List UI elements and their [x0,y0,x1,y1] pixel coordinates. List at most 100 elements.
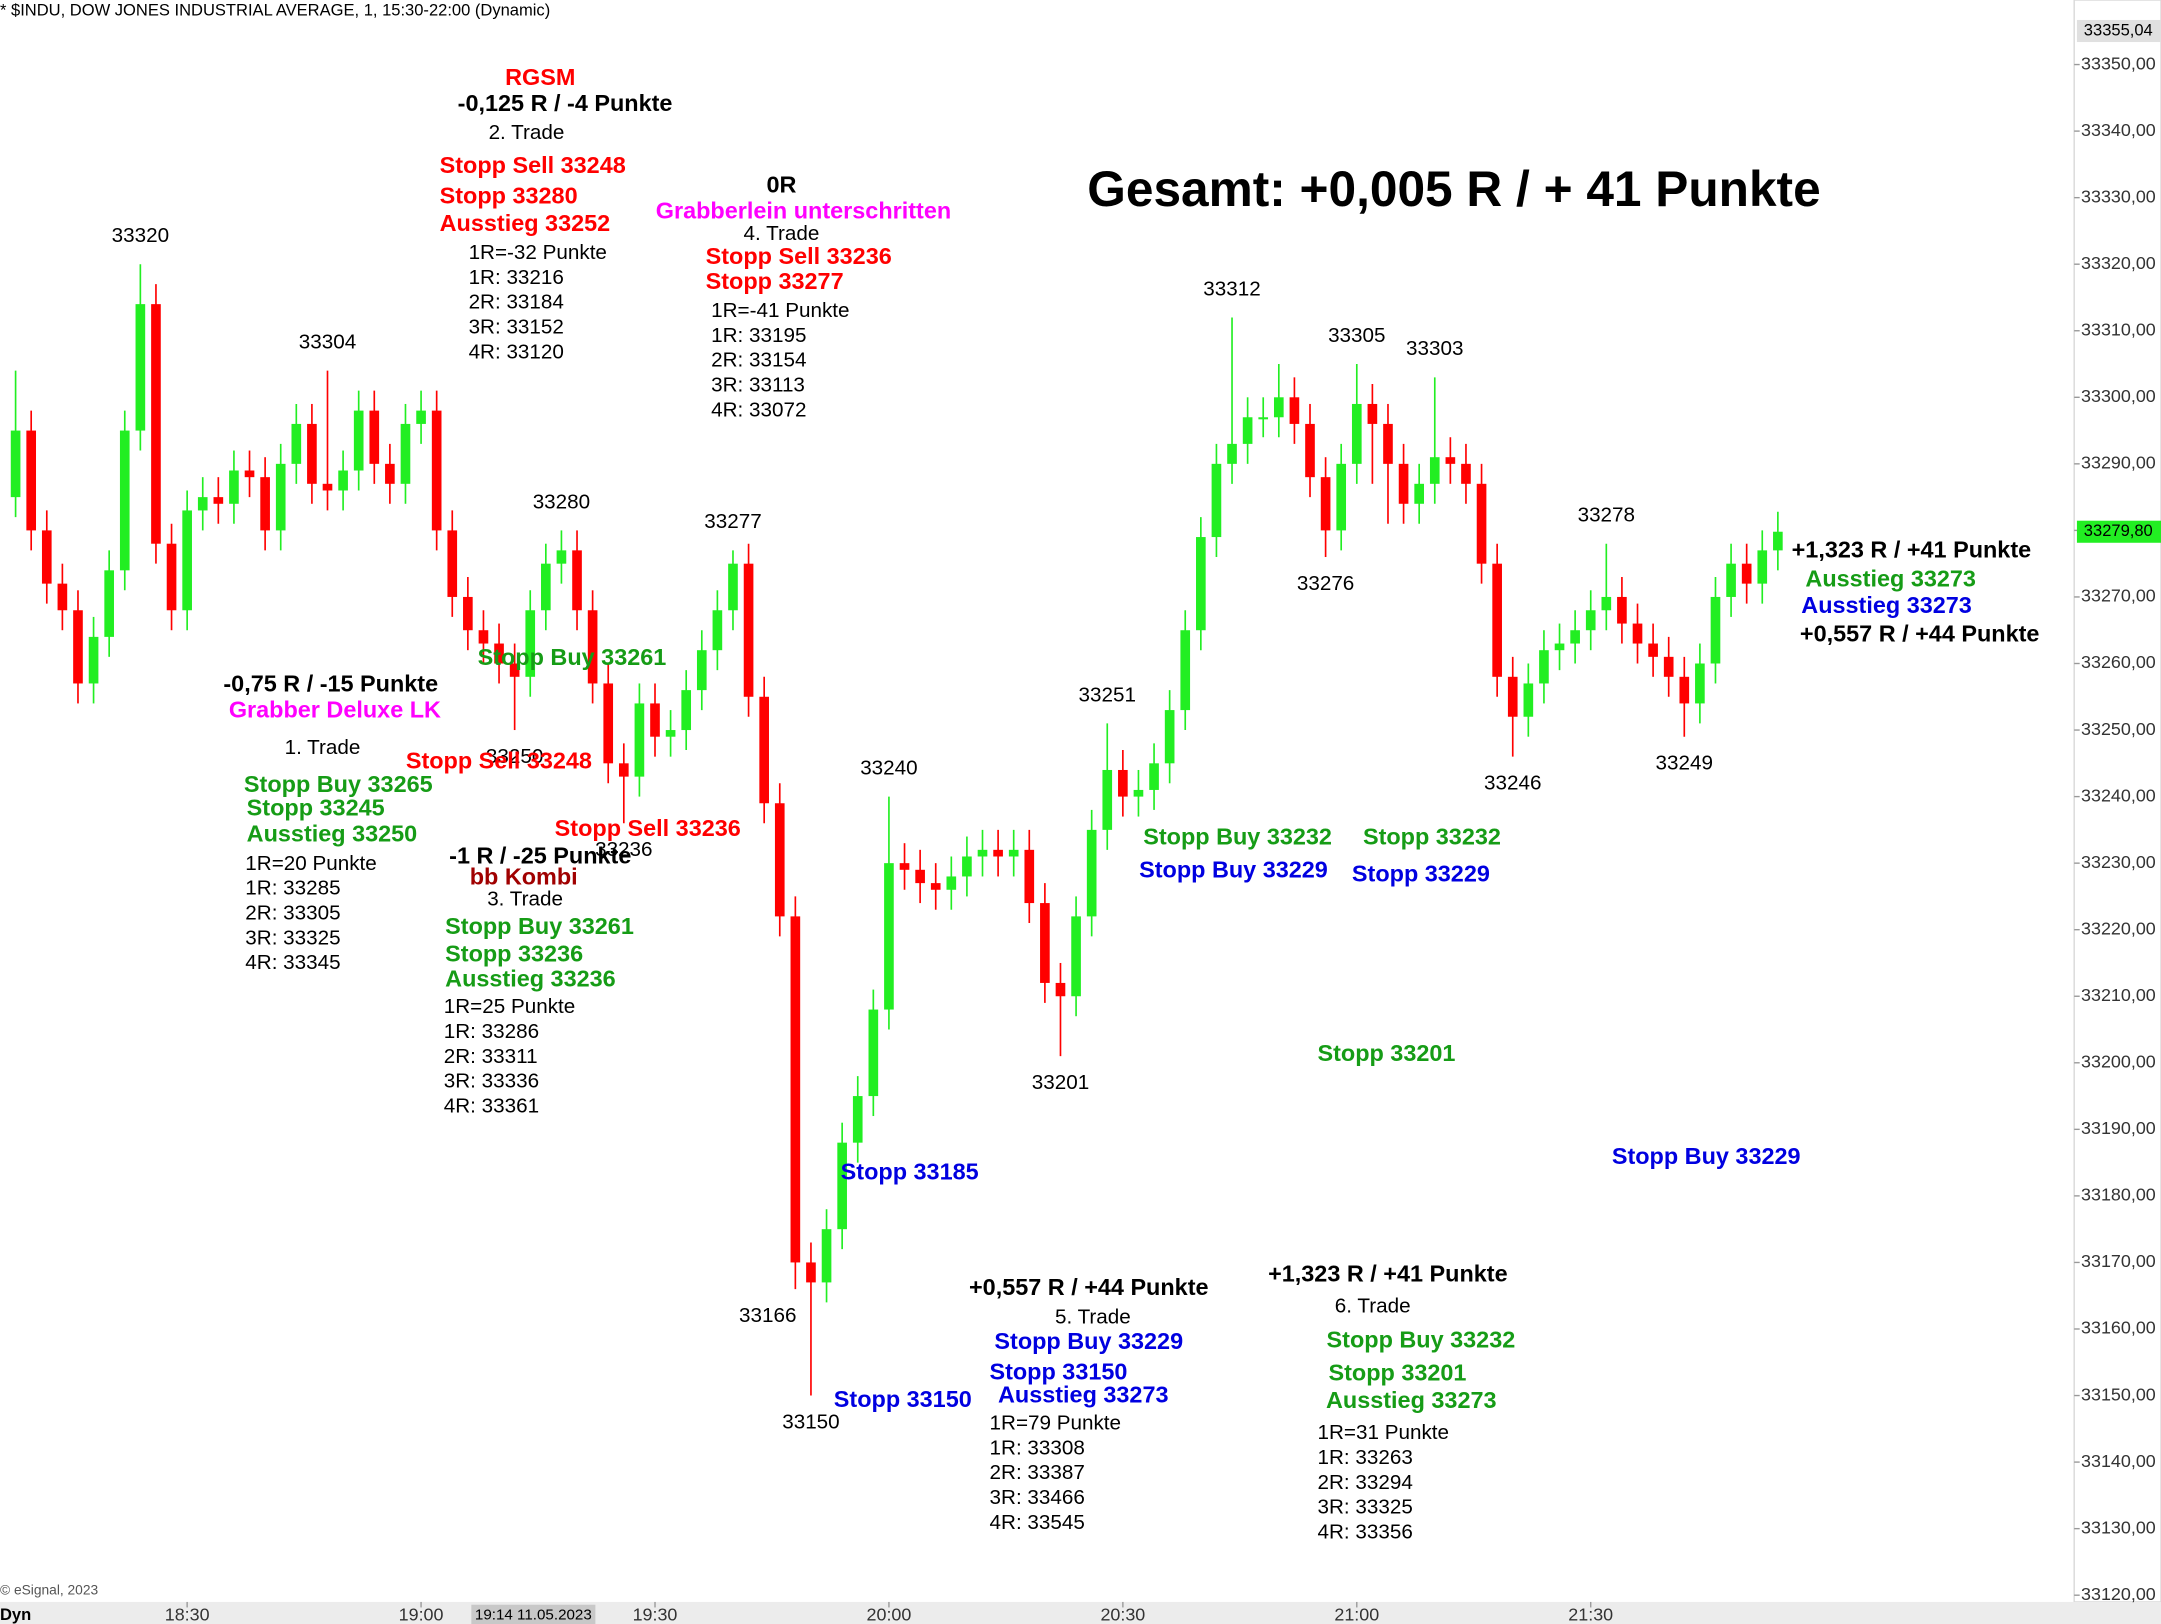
candle-body [884,863,894,1010]
candle-body [1617,596,1627,624]
candle-body [1632,623,1643,644]
annotation: +1,323 R / +41 Punkte [1792,537,2032,563]
annotation: 1R=20 Punkte [245,852,376,875]
price-label: 33303 [1406,337,1463,360]
candle-body [275,463,286,531]
mode-label: Dyn [0,1605,31,1624]
y-tick-label: 33180,00 [2081,1185,2156,1205]
candle-body [385,463,395,484]
price-label: 33305 [1328,324,1385,347]
candle-body [1336,463,1347,531]
annotation: 0R [766,171,796,197]
price-axis [2073,0,2161,1603]
candle-body [213,497,224,504]
price-mark-box [2076,19,2161,43]
candle-body [790,916,801,1263]
annotation: -0,125 R / -4 Punkte [458,90,673,116]
candle-body [1040,903,1050,983]
annotation: 1R: 33286 [444,1020,539,1043]
candle-body [1663,656,1674,677]
annotation: Stopp 33185 [841,1158,979,1184]
candle-body [821,1229,832,1283]
candle-body [1102,769,1113,830]
y-tick-label: 33250,00 [2081,719,2156,739]
annotation: bb Kombi [470,863,578,889]
candle-body [1351,403,1362,464]
copyright: © eSignal, 2023 [0,1583,98,1598]
candle-body [1305,423,1315,478]
candle-body [1118,769,1128,797]
price-mark-label: 33279,80 [2084,521,2153,540]
x-tick-label: 21:30 [1568,1604,1613,1624]
y-tick-label: 33130,00 [2081,1517,2156,1537]
candle-body [1242,417,1253,444]
annotation: 2R: 33387 [990,1461,1085,1484]
candle-body [197,497,208,511]
candle-body [852,1096,863,1143]
candle-body [10,430,21,498]
annotation: 5. Trade [1055,1305,1131,1328]
annotation: Gesamt: +0,005 R / + 41 Punkte [1087,161,1820,217]
annotation: Ausstieg 33273 [1805,566,1976,592]
candle-body [1086,829,1097,917]
annotation: Stopp Buy 33229 [1612,1143,1801,1169]
candle-body [556,550,567,564]
candle-body [338,470,348,491]
candle-body [1773,531,1783,551]
annotation: Ausstieg 33273 [998,1382,1169,1408]
candle-body [1570,630,1580,644]
candle-body [463,596,473,631]
candle-body [525,610,536,677]
candle-body [946,876,957,890]
candle-body [151,304,161,544]
candle-body [1055,982,1066,997]
y-tick-label: 33210,00 [2081,985,2156,1005]
annotation: 2R: 33294 [1318,1471,1413,1494]
price-label: 33240 [860,756,917,779]
y-tick-label: 33290,00 [2081,453,2156,473]
annotation: 3R: 33113 [711,373,805,396]
candle-body [104,570,114,637]
candle-body [572,550,582,611]
x-tick-label: 18:30 [165,1604,210,1624]
candle-body [1445,457,1456,464]
candle-body [494,643,504,664]
price-label: 33166 [739,1304,796,1327]
annotation: Stopp Buy 33261 [478,644,667,670]
candle-body [1320,477,1331,531]
candle-body [1523,683,1534,717]
cursor-label: 19:14 11.05.2023 [475,1607,592,1624]
candle-body [774,803,785,917]
candle-body [291,423,302,464]
candle-body [650,703,660,737]
annotation: RGSM [505,64,575,90]
annotation: Stopp Sell 33248 [440,152,626,178]
candle-body [353,410,364,471]
candle-body [1539,650,1549,684]
time-axis [0,1601,2161,1624]
annotation: 4R: 33072 [711,398,806,421]
candle-body [244,470,255,478]
y-tick-label: 33140,00 [2081,1451,2156,1471]
x-tick-label: 21:00 [1334,1604,1379,1624]
candle-body [541,563,551,611]
annotation: 2R: 33184 [469,291,564,314]
y-tick-label: 33340,00 [2081,120,2156,140]
annotation: 3R: 33466 [990,1486,1085,1509]
candle-body [899,863,910,870]
annotation: Stopp 33201 [1329,1360,1467,1386]
annotation: Stopp Buy 33229 [1139,856,1328,882]
candle-body [26,430,37,531]
annotation: Ausstieg 33252 [440,210,611,236]
price-label: 33276 [1297,572,1354,595]
candle-body [587,610,598,684]
cursor-box [471,1604,596,1624]
candle-body [993,849,1003,857]
y-tick-label: 33270,00 [2081,586,2156,606]
candle-body [447,530,458,597]
candle-body [665,730,676,737]
candle-body [1710,596,1721,664]
candle-body [1741,563,1752,584]
